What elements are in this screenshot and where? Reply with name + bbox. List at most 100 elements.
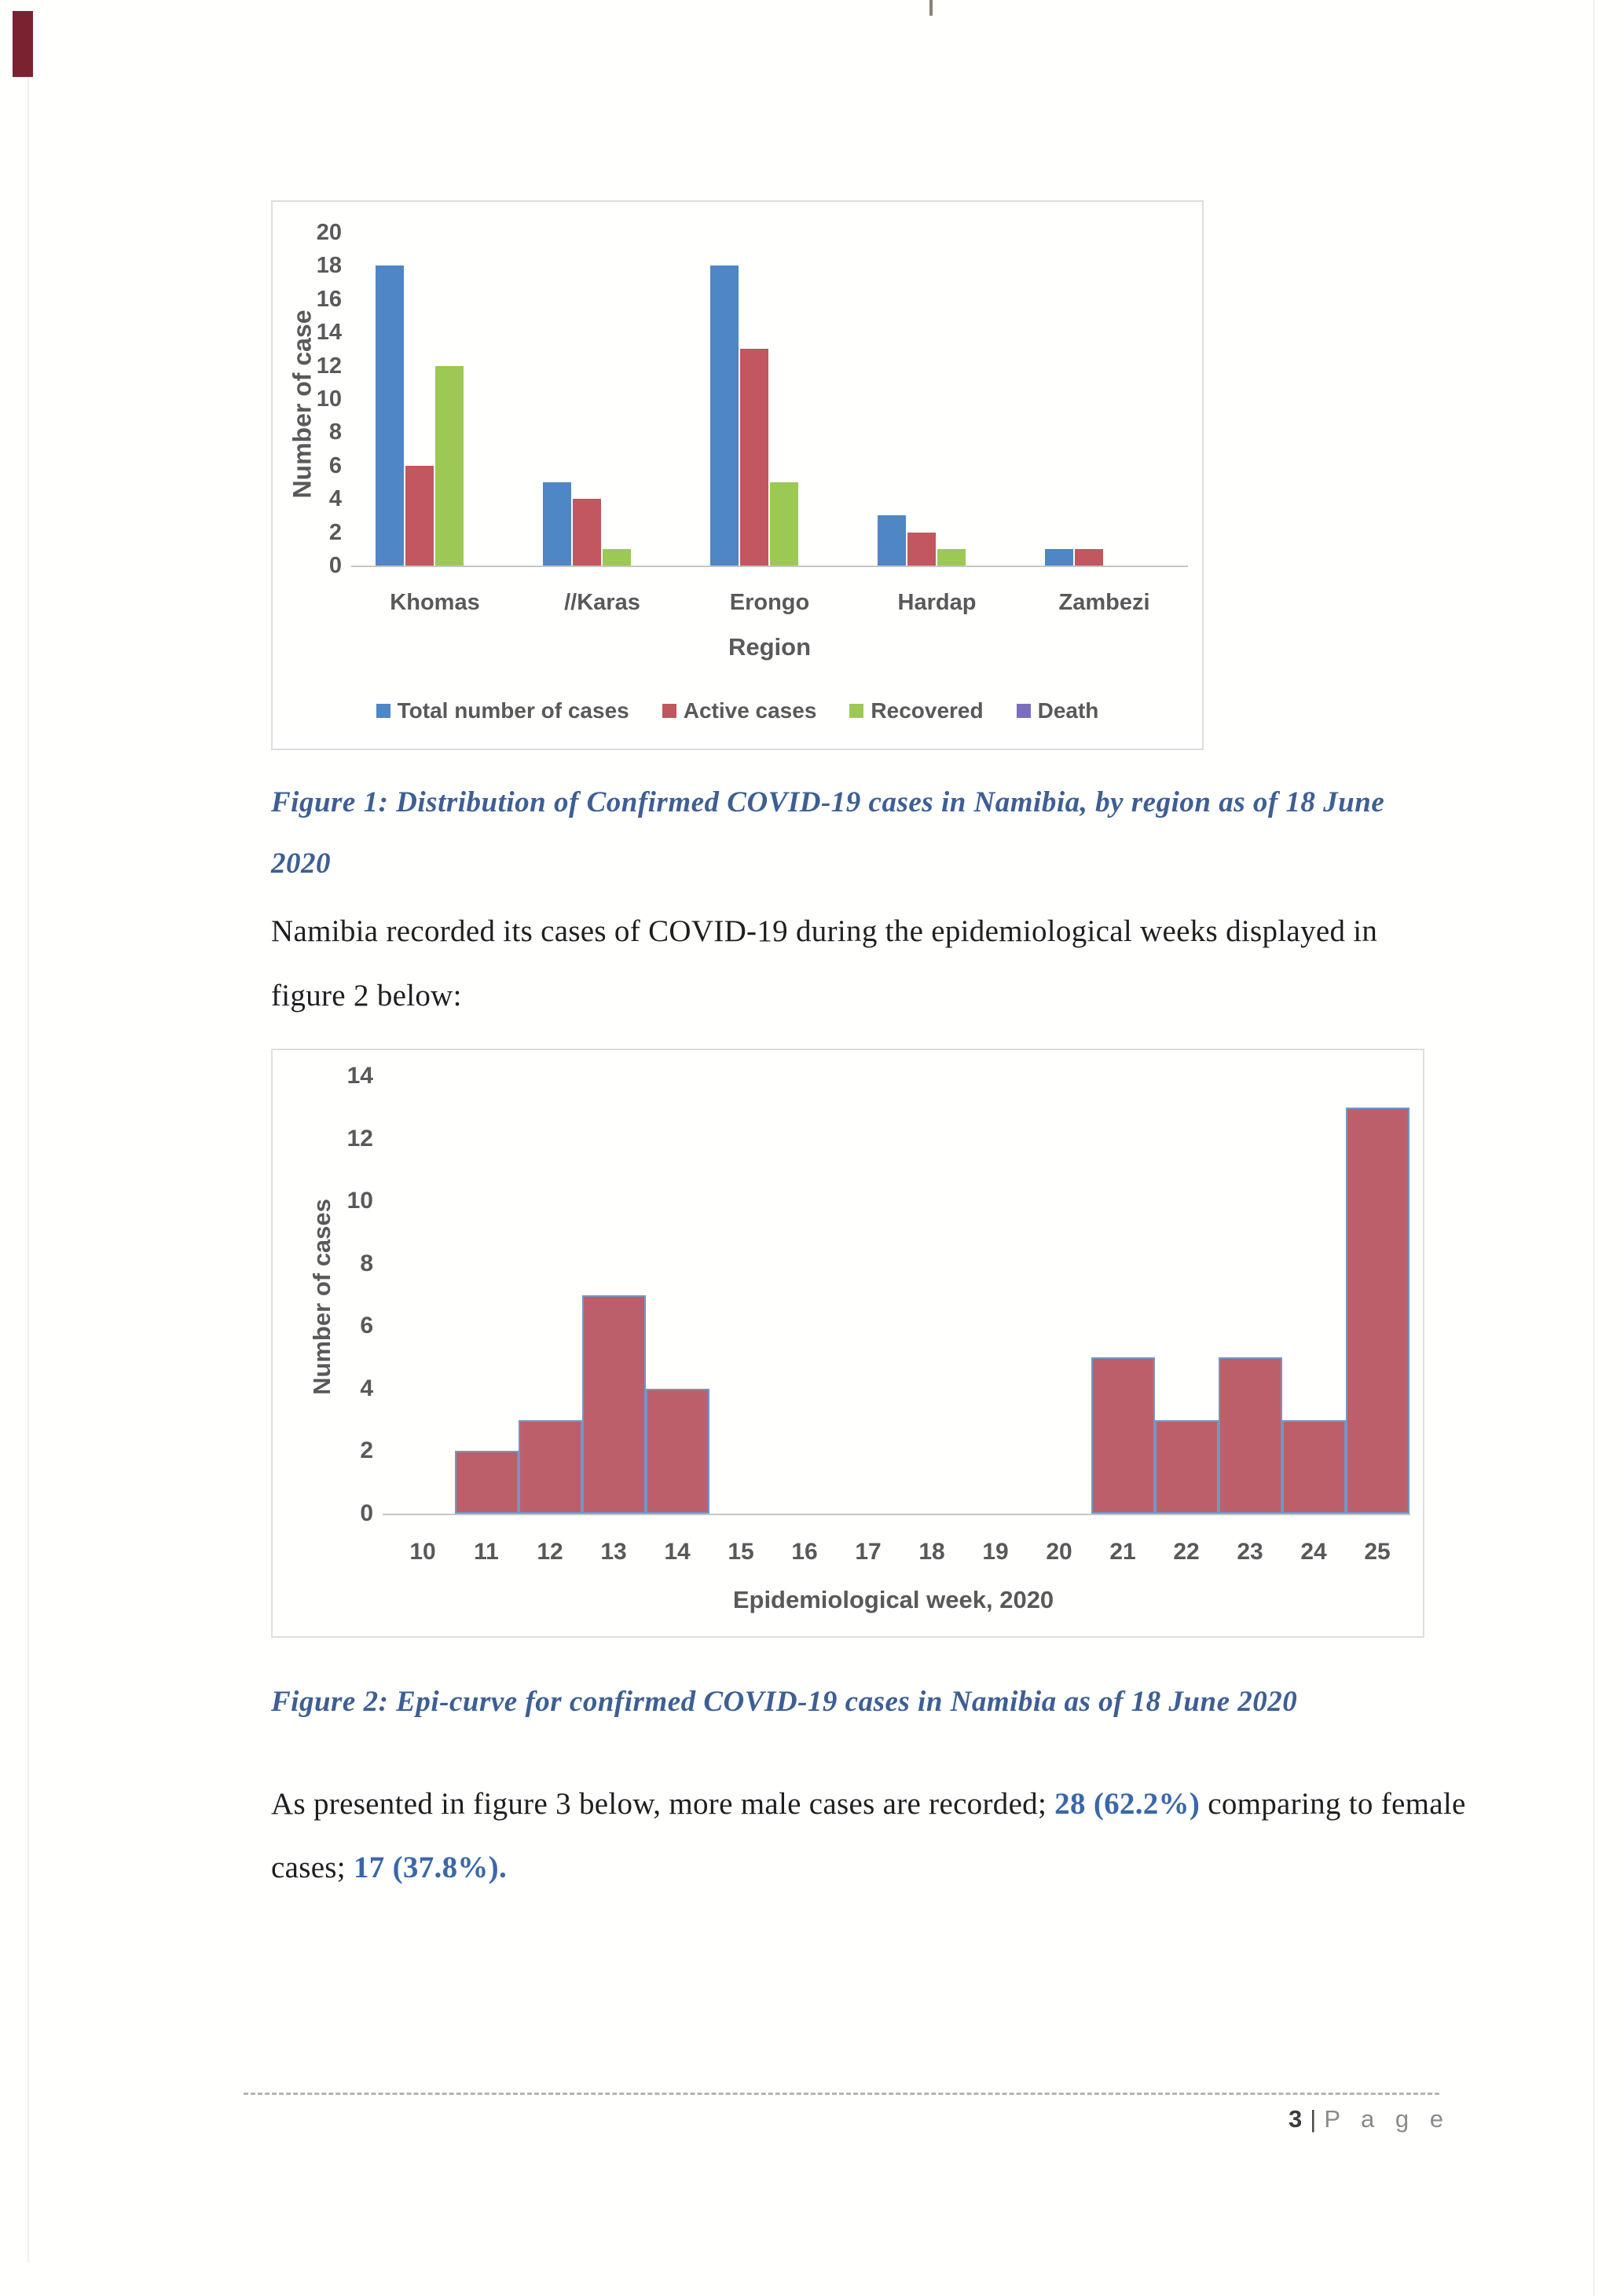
y-axis-title: Number of case <box>288 309 317 499</box>
y-tick-label: 6 <box>360 1313 373 1339</box>
bar-active-cases-Khomas <box>405 465 434 566</box>
y-axis-title: Number of cases <box>308 1199 335 1395</box>
bar-week-11 <box>454 1451 519 1514</box>
paragraph2-line1: As presented in figure 3 below, more mal… <box>271 1786 1466 1822</box>
legend-item-recovered: Recovered <box>849 698 984 723</box>
y-tick-label: 2 <box>328 519 342 545</box>
bar-total-number-of-cases-Zambezi <box>1044 548 1073 566</box>
scan-artifact-right-line <box>1593 0 1595 2296</box>
x-tick-label-region: Khomas <box>390 590 480 615</box>
legend-label: Total number of cases <box>397 698 629 723</box>
x-tick-label-region: Zambezi <box>1058 590 1150 615</box>
y-tick-label: 8 <box>328 419 342 445</box>
bar-active-cases-Zambezi <box>1074 548 1103 566</box>
legend-label: Active cases <box>683 698 817 723</box>
legend-item-death: Death <box>1016 698 1099 723</box>
legend-label: Recovered <box>871 698 984 723</box>
bar-week-12 <box>518 1419 582 1514</box>
y-tick-label: 4 <box>328 486 342 512</box>
x-tick-label-week: 12 <box>537 1539 563 1565</box>
x-tick-label-region: //Karas <box>564 590 640 615</box>
y-tick-label: 10 <box>316 386 342 412</box>
y-tick-label: 0 <box>328 553 342 578</box>
y-tick-label: 0 <box>360 1500 373 1526</box>
bar-total-number-of-cases--Karas <box>542 482 571 566</box>
legend-swatch-icon <box>662 704 676 718</box>
y-tick-label: 18 <box>316 253 342 279</box>
x-tick-label-week: 25 <box>1364 1539 1391 1565</box>
y-tick-label: 14 <box>316 320 342 346</box>
x-tick-label-week: 18 <box>918 1539 945 1565</box>
figure1-chart: 0 2 4 6 8 10 12 14 16 18 20 Number of case Khomas //K… <box>271 200 1204 750</box>
x-tick-label-week: 13 <box>600 1539 627 1565</box>
y-tick-label: 2 <box>360 1437 373 1464</box>
x-tick-label-region: Erongo <box>729 590 810 615</box>
male-cases-value: 28 (62.2%) <box>1054 1787 1201 1821</box>
bar-week-22 <box>1154 1419 1219 1514</box>
paragraph2-line2: cases; 17 (37.8%). <box>271 1850 507 1885</box>
x-tick-label-week: 22 <box>1173 1539 1200 1565</box>
x-tick-label-week: 16 <box>791 1539 818 1565</box>
paragraph1-line1: Namibia recorded its cases of COVID-19 d… <box>271 914 1378 948</box>
legend-item-active-cases: Active cases <box>662 698 817 723</box>
bar-active-cases-Erongo <box>739 349 768 566</box>
footer-divider <box>244 2093 1439 2095</box>
legend-label: Death <box>1037 698 1099 723</box>
x-tick-label-week: 24 <box>1300 1539 1327 1565</box>
scan-artifact-corner-mark <box>13 11 33 77</box>
x-axis-line <box>351 566 1188 567</box>
bar-recovered--Karas <box>602 548 631 566</box>
paragraph2-line1-text: As presented in figure 3 below, more mal… <box>271 1787 1055 1821</box>
page-footer: 3 | P a g e <box>1289 2105 1450 2133</box>
legend-item-total-number-of-cases: Total number of cases <box>376 698 629 723</box>
bar-week-25 <box>1345 1107 1410 1514</box>
bar-total-number-of-cases-Hardap <box>877 515 906 566</box>
y-tick-label: 4 <box>360 1375 373 1401</box>
paragraph2-line1-tail: comparing to female <box>1200 1787 1466 1821</box>
footer-page-label: P a g e <box>1324 2105 1450 2133</box>
x-tick-label-week: 21 <box>1109 1539 1136 1565</box>
bar-recovered-Hardap <box>937 548 966 566</box>
bar-total-number-of-cases-Khomas <box>375 265 404 566</box>
bar-total-number-of-cases-Erongo <box>709 265 739 566</box>
y-tick-label: 12 <box>346 1125 373 1152</box>
y-tick-label: 14 <box>346 1063 373 1089</box>
bar-recovered-Erongo <box>769 482 798 566</box>
female-cases-value: 17 (37.8%). <box>353 1851 508 1884</box>
scan-artifact-left-line <box>27 47 29 2262</box>
legend-swatch-icon <box>376 704 390 718</box>
footer-separator: | <box>1310 2105 1317 2133</box>
x-axis-title: Region <box>728 633 812 661</box>
y-tick-label: 20 <box>316 220 342 245</box>
y-tick-label: 6 <box>328 452 342 478</box>
x-tick-label-week: 11 <box>474 1539 499 1565</box>
x-axis-title: Epidemiological week, 2020 <box>732 1586 1054 1613</box>
x-tick-label-week: 23 <box>1237 1539 1263 1565</box>
scan-artifact-top-tick <box>929 0 933 16</box>
figure2-chart: 0 2 4 6 8 10 12 14 Number of cases 10 11 12 13 14 15 16… <box>271 1049 1424 1638</box>
legend-swatch-icon <box>1016 704 1031 718</box>
legend-swatch-icon <box>849 704 864 718</box>
figure2-caption: Figure 2: Epi-curve for confirmed COVID-… <box>271 1686 1298 1718</box>
paragraph1-line2: figure 2 below: <box>271 979 462 1013</box>
x-tick-label-week: 14 <box>664 1539 691 1565</box>
y-tick-label: 12 <box>316 353 342 379</box>
figure1-caption-line2: 2020 <box>271 848 331 880</box>
bar-week-21 <box>1091 1357 1155 1514</box>
bar-week-13 <box>581 1294 646 1514</box>
y-tick-label: 16 <box>316 286 342 312</box>
x-tick-label-week: 10 <box>409 1539 436 1565</box>
y-tick-label: 10 <box>346 1188 373 1214</box>
bar-week-24 <box>1281 1419 1346 1514</box>
chart-legend: Total number of cases Active cases Recover… <box>273 698 1202 723</box>
x-tick-label-region: Hardap <box>897 590 977 615</box>
y-tick-label: 8 <box>360 1250 373 1276</box>
x-tick-label-week: 17 <box>855 1539 882 1565</box>
page-number: 3 <box>1289 2105 1303 2133</box>
x-tick-label-week: 20 <box>1046 1539 1072 1565</box>
bar-week-23 <box>1218 1357 1282 1514</box>
figure1-caption-line1: Figure 1: Distribution of Confirmed COVI… <box>271 786 1385 818</box>
x-axis-line <box>383 1514 1410 1515</box>
bar-active-cases--Karas <box>572 499 601 566</box>
